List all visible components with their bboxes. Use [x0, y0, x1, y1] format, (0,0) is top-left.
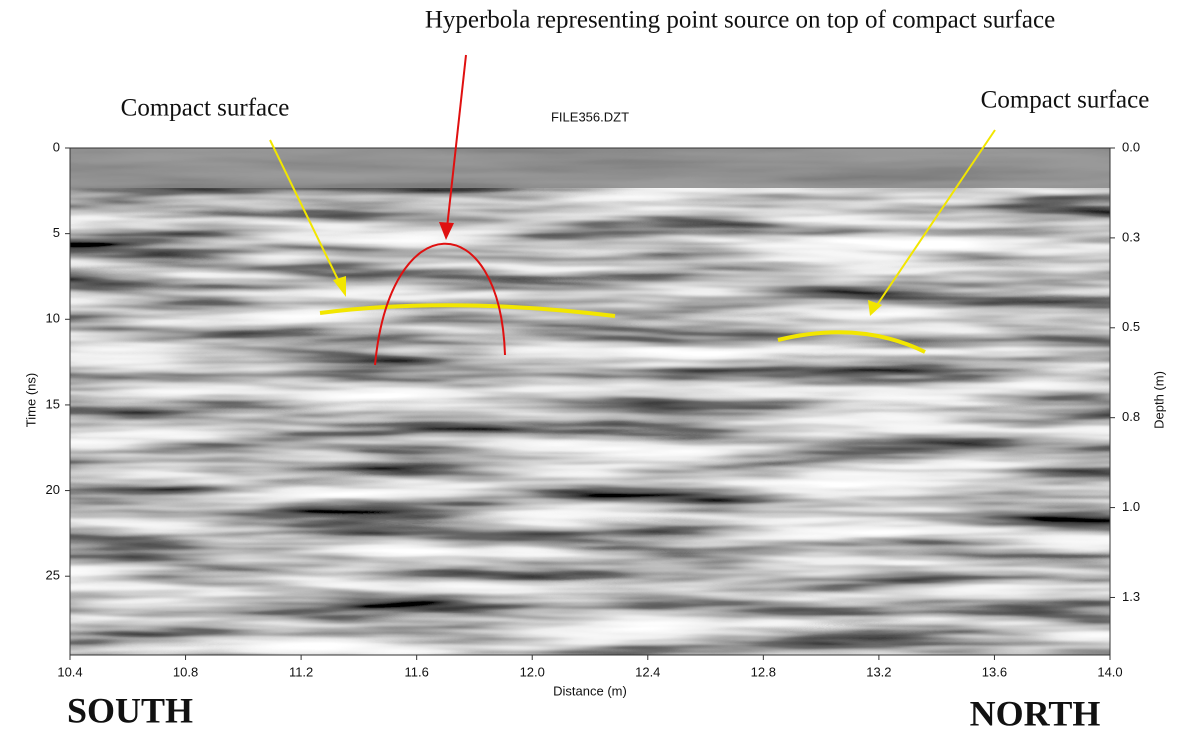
y-tick-label: 20 — [46, 482, 60, 497]
y-tick-label: 15 — [46, 396, 60, 411]
x-tick-label: 12.4 — [635, 664, 660, 679]
x-tick-label: 11.6 — [404, 664, 428, 679]
compact-surface-line — [777, 330, 926, 354]
y-axis-label: Time (ns) — [23, 373, 38, 427]
direction-label: NORTH — [970, 693, 1101, 733]
plot-frame — [69, 147, 1111, 656]
annotation: Hyperbola representing point source on t… — [425, 7, 1055, 34]
x-tick-label: 10.8 — [173, 664, 198, 679]
y-tick-label: 25 — [46, 568, 60, 583]
y-tick-label: 5 — [53, 225, 60, 240]
arrow-head — [868, 300, 882, 316]
arrow — [446, 54, 467, 229]
chart-title: FILE356.DZT — [551, 109, 629, 124]
radargram-image — [70, 148, 1110, 655]
y-tick-label: 0 — [53, 139, 60, 154]
y2-tick-label: 0.3 — [1122, 229, 1140, 244]
direction-label: SOUTH — [67, 690, 193, 730]
annotation: Compact surface — [121, 95, 290, 122]
y2-tick-label: 1.3 — [1122, 589, 1140, 604]
x-tick-label: 10.4 — [57, 664, 82, 679]
arrow-head — [333, 276, 346, 297]
x-tick-label: 14.0 — [1097, 664, 1122, 679]
hyperbola-outline — [374, 242, 506, 366]
y2-tick-label: 0.5 — [1122, 319, 1140, 334]
x-tick-label: 13.2 — [866, 664, 891, 679]
annotation: Compact surface — [981, 87, 1150, 114]
x-tick-label: 11.2 — [289, 664, 313, 679]
arrow — [269, 139, 344, 291]
y2-tick-label: 1.0 — [1122, 499, 1140, 514]
x-tick-label: 12.8 — [751, 664, 776, 679]
x-tick-label: 13.6 — [982, 664, 1007, 679]
y2-axis-label: Depth (m) — [1151, 371, 1166, 429]
arrow — [874, 129, 996, 309]
y2-tick-label: 0.8 — [1122, 409, 1140, 424]
y-tick-label: 10 — [46, 311, 60, 326]
compact-surface-line — [319, 303, 616, 318]
arrow-head — [439, 222, 454, 240]
x-tick-label: 12.0 — [520, 664, 545, 679]
y2-tick-label: 0.0 — [1122, 139, 1140, 154]
x-axis-label: Distance (m) — [553, 683, 627, 698]
overlay-drawings — [269, 54, 996, 366]
